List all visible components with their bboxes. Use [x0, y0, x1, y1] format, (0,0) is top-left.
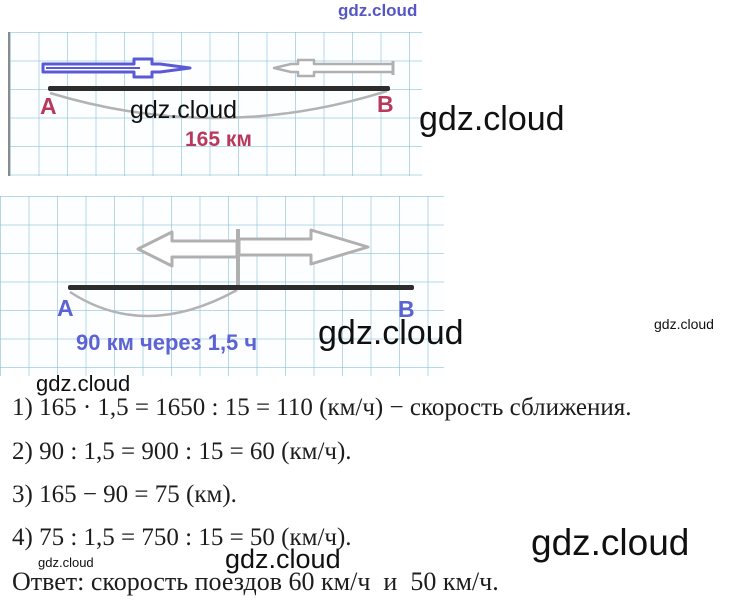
- distance-brace-curve: [49, 89, 388, 120]
- point-a-label-2: А: [57, 295, 74, 321]
- watermark-far-right-small: gdz.cloud: [654, 316, 714, 332]
- diagram2-drawing: [69, 228, 370, 318]
- diagram-trains-meeting-point: А В 90 км через 1,5 ч: [0, 196, 444, 376]
- solution-answer: Ответ: скорость поездов 60 км/ч и 50 км/…: [12, 567, 499, 596]
- distance-label-165km: 165 км: [185, 128, 252, 151]
- gray-train-arrow-icon: [272, 58, 395, 78]
- point-a-label: А: [40, 93, 57, 119]
- caption-90km-label: 90 км через 1,5 ч: [76, 330, 258, 355]
- solution-step-1: 1) 165 · 1,5 = 1650 : 15 = 110 (км/ч) − …: [12, 394, 632, 421]
- blue-train-arrow-icon: [41, 57, 192, 79]
- track-line-ab: [48, 86, 390, 91]
- watermark-bottom-small: gdz.cloud: [38, 555, 94, 570]
- diagram-trains-approaching: А В gdz.cloud 165 км: [8, 32, 422, 176]
- watermark-top: gdz.cloud: [338, 1, 418, 20]
- left-direction-arrow-icon: [136, 230, 239, 268]
- solution-step-2: 2) 90 : 1,5 = 900 : 15 = 60 (км/ч).: [12, 438, 352, 465]
- point-b-label: В: [377, 91, 394, 117]
- diagram1-drawing: [41, 57, 395, 120]
- point-b-label-2: В: [398, 296, 415, 322]
- watermark-bottom-right: gdz.cloud: [531, 522, 690, 563]
- watermark-bottom-center: gdz.cloud: [225, 544, 341, 574]
- watermark-over-diagram2: gdz.cloud: [318, 314, 464, 352]
- solution-step-4: 4) 75 : 1,5 = 750 : 15 = 50 (км/ч).: [12, 524, 352, 551]
- track-line-ab-2: [68, 285, 414, 290]
- watermark-diagram1: gdz.cloud: [130, 96, 238, 124]
- right-direction-arrow-icon: [237, 228, 370, 266]
- segment-brace-curve: [69, 288, 238, 318]
- solution-step-3: 3) 165 − 90 = 75 (км).: [12, 481, 237, 508]
- watermark-above-solution: gdz.cloud: [36, 371, 131, 396]
- watermark-right-of-diagram1: gdz.cloud: [419, 100, 565, 138]
